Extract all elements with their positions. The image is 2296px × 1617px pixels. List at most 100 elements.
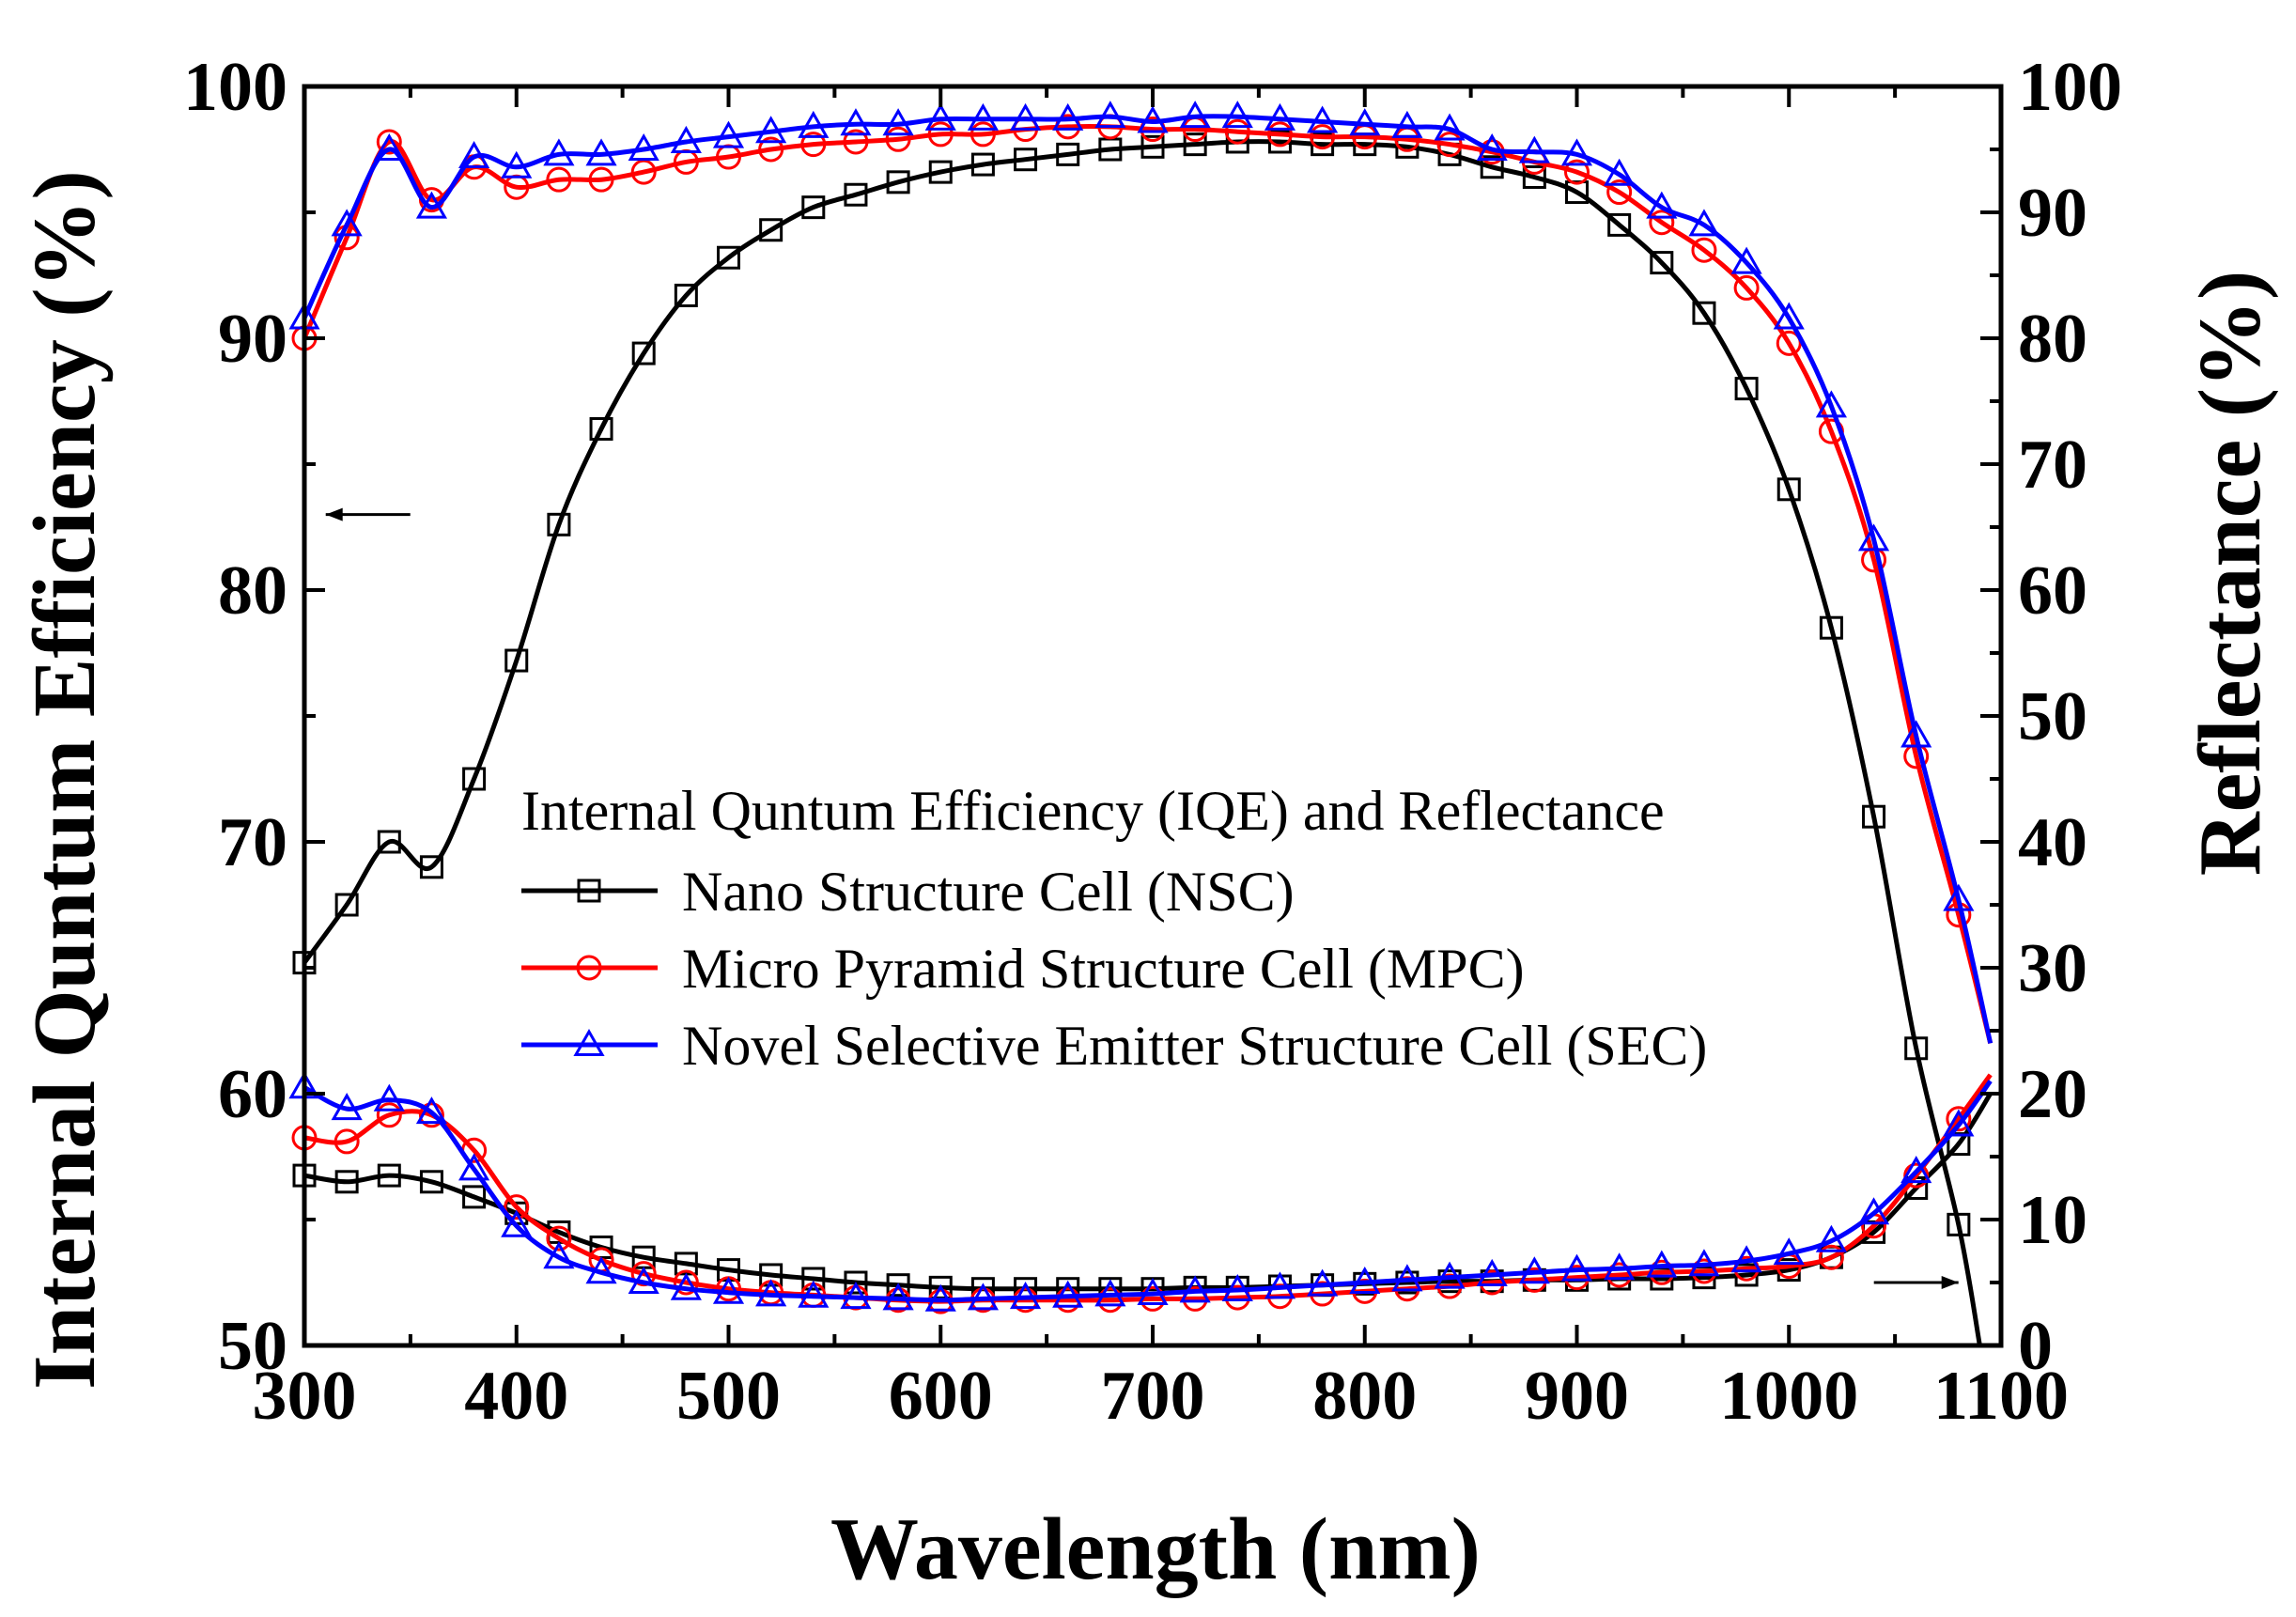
data-point xyxy=(1734,377,1759,401)
series-reflectance-triangle xyxy=(288,1071,1993,1312)
arrow-left-icon xyxy=(325,507,411,521)
data-point xyxy=(1009,102,1042,131)
data-point xyxy=(801,195,826,220)
data-point xyxy=(928,160,953,184)
data-point xyxy=(1819,615,1843,640)
y-right-tick-label: 40 xyxy=(2018,804,2087,881)
data-point xyxy=(1009,1282,1042,1310)
data-point xyxy=(1221,101,1253,129)
data-point xyxy=(415,1096,448,1125)
data-point xyxy=(1688,209,1720,237)
data-point xyxy=(924,1283,956,1312)
data-point xyxy=(759,218,783,242)
data-point xyxy=(630,1261,657,1287)
data-point xyxy=(1518,135,1550,163)
data-point xyxy=(1307,1268,1339,1297)
x-tick-label: 600 xyxy=(889,1358,993,1435)
data-point xyxy=(840,108,872,136)
data-point xyxy=(377,1163,401,1188)
data-point xyxy=(927,121,954,148)
data-point xyxy=(1943,883,1975,911)
data-point xyxy=(798,110,830,138)
data-point xyxy=(798,1280,830,1308)
legend-label: Micro Pyramid Structure Cell (MPC) xyxy=(682,938,1525,1000)
y-axis-title-left: Internal Quntum Efficiency (%) xyxy=(16,170,114,1390)
data-point xyxy=(628,132,659,161)
data-point xyxy=(1349,1266,1381,1294)
data-point xyxy=(1564,159,1590,185)
data-point xyxy=(1434,1261,1466,1289)
data-point xyxy=(1560,138,1593,166)
x-tick-label: 1000 xyxy=(1719,1358,1858,1435)
annotation-arrows xyxy=(325,507,1959,1289)
data-point xyxy=(1776,330,1802,356)
data-point xyxy=(331,1093,363,1121)
data-point xyxy=(630,159,657,185)
data-point xyxy=(419,1170,443,1194)
legend-item: Novel Selective Emitter Structure Cell (… xyxy=(521,1015,1707,1077)
data-point xyxy=(758,136,784,163)
data-point xyxy=(670,1272,702,1300)
data-point xyxy=(585,138,617,166)
data-point xyxy=(970,121,996,148)
data-point xyxy=(674,283,698,307)
y-right-tick-label: 60 xyxy=(2018,552,2087,630)
legend-marker xyxy=(577,878,601,903)
axes-layer: 300 400 500 600 700 800 900 1000 110050607080901… xyxy=(183,49,2122,1435)
data-point xyxy=(373,132,405,161)
x-tick-label: 500 xyxy=(676,1358,781,1435)
data-point xyxy=(1815,390,1847,418)
y-right-tick-label: 100 xyxy=(2018,49,2122,126)
x-tick-label: 900 xyxy=(1525,1358,1629,1435)
data-point xyxy=(1606,179,1633,206)
legend-marker xyxy=(573,1028,605,1056)
data-point xyxy=(717,245,740,270)
data-point xyxy=(589,416,613,441)
data-point xyxy=(1733,274,1760,301)
y-right-tick-label: 30 xyxy=(2018,930,2087,1007)
data-point xyxy=(1221,1274,1253,1302)
data-point xyxy=(1094,1279,1126,1307)
data-point xyxy=(501,150,533,179)
data-point xyxy=(843,129,869,155)
data-point xyxy=(1480,155,1504,179)
data-point xyxy=(1391,1264,1423,1292)
data-point xyxy=(1179,101,1211,129)
data-point xyxy=(1434,113,1466,141)
y-left-tick-label: 60 xyxy=(218,1056,287,1133)
data-point xyxy=(885,126,911,152)
data-point xyxy=(1649,210,1675,236)
data-point xyxy=(1904,1036,1929,1061)
y-axis-title-right: Reflectance (%) xyxy=(2181,271,2279,877)
data-point xyxy=(1773,1237,1805,1266)
data-point xyxy=(1179,1275,1211,1303)
x-tick-label: 300 xyxy=(253,1358,357,1435)
data-point xyxy=(1604,1252,1636,1281)
data-point xyxy=(1650,251,1674,275)
legend-item: Micro Pyramid Structure Cell (MPC) xyxy=(521,938,1525,1000)
data-point xyxy=(1137,105,1169,133)
series-line xyxy=(303,1092,1993,1292)
data-point xyxy=(673,1269,699,1296)
data-point xyxy=(588,166,614,193)
series-line xyxy=(302,139,1982,1346)
data-point xyxy=(1857,523,1890,552)
data-point xyxy=(970,152,995,177)
data-point xyxy=(504,648,529,673)
data-point xyxy=(1391,110,1423,138)
series-layer xyxy=(288,101,1993,1346)
data-point xyxy=(1815,1224,1847,1252)
arrow-head xyxy=(1941,1276,1959,1289)
x-tick-label: 800 xyxy=(1312,1358,1417,1435)
x-axis-title: Wavelength (nm) xyxy=(830,1500,1481,1598)
data-point xyxy=(1646,1250,1678,1278)
data-point xyxy=(1730,246,1762,274)
data-point xyxy=(1224,118,1250,145)
y-right-tick-label: 10 xyxy=(2018,1182,2087,1259)
data-point xyxy=(1183,132,1207,157)
series-line xyxy=(302,114,1993,1044)
data-point xyxy=(840,1282,872,1310)
data-point xyxy=(1900,720,1932,748)
data-point xyxy=(1476,1258,1508,1286)
